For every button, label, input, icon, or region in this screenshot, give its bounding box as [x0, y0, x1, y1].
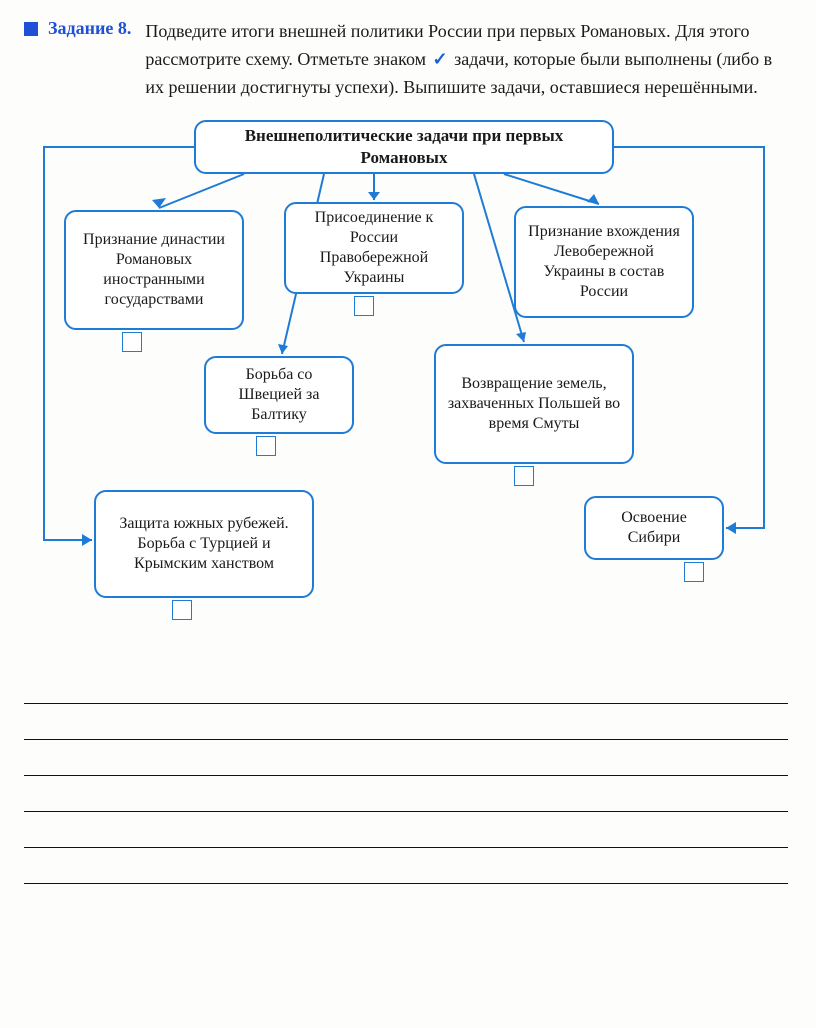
answer-line[interactable] — [24, 776, 788, 812]
arrowhead-icon — [516, 332, 526, 342]
node-label: Освоение Сибири — [596, 508, 712, 548]
task-node: Освоение Сибири — [584, 496, 724, 560]
connector-arrow — [504, 174, 599, 204]
node-label: Защита южных рубежей. Борьба с Турцией и… — [106, 514, 302, 574]
flowchart-diagram: Внешнеполитические задачи при первых Ром… — [24, 120, 784, 640]
checkbox[interactable] — [122, 332, 142, 352]
answer-line[interactable] — [24, 848, 788, 884]
connector-arrow — [159, 174, 244, 208]
node-label: Внешнеполитические задачи при первых Ром… — [206, 125, 602, 168]
node-label: Возвращение земель, захваченных Польшей … — [446, 374, 622, 434]
node-label: Признание вхождения Левобережной Украины… — [526, 222, 682, 302]
checkbox[interactable] — [684, 562, 704, 582]
checkbox[interactable] — [256, 436, 276, 456]
task-number: Задание 8. — [48, 18, 131, 39]
checkbox[interactable] — [172, 600, 192, 620]
node-label: Борьба со Швецией за Балтику — [216, 365, 342, 425]
answer-lines — [24, 668, 788, 884]
checkmark-icon: ✓ — [431, 46, 450, 74]
node-label: Признание династии Романовых иностранным… — [76, 230, 232, 310]
connector-arrow — [44, 147, 194, 540]
arrowhead-icon — [278, 344, 288, 354]
checkbox[interactable] — [354, 296, 374, 316]
answer-line[interactable] — [24, 668, 788, 704]
answer-line[interactable] — [24, 740, 788, 776]
task-node: Борьба со Швецией за Балтику — [204, 356, 354, 434]
connector-arrow — [614, 147, 764, 528]
answer-line[interactable] — [24, 704, 788, 740]
arrowhead-icon — [726, 522, 736, 534]
arrowhead-icon — [587, 194, 599, 204]
root-node: Внешнеполитические задачи при первых Ром… — [194, 120, 614, 174]
task-instruction: Подведите итоги внешней политики России … — [145, 18, 788, 102]
arrowhead-icon — [82, 534, 92, 546]
answer-line[interactable] — [24, 812, 788, 848]
task-bullet-icon — [24, 22, 38, 36]
checkbox[interactable] — [514, 466, 534, 486]
task-node: Возвращение земель, захваченных Польшей … — [434, 344, 634, 464]
node-label: Присоединение к России Правобережной Укр… — [296, 208, 452, 288]
arrowhead-icon — [368, 192, 380, 200]
task-node: Признание династии Романовых иностранным… — [64, 210, 244, 330]
task-node: Присоединение к России Правобережной Укр… — [284, 202, 464, 294]
task-node: Защита южных рубежей. Борьба с Турцией и… — [94, 490, 314, 598]
task-node: Признание вхождения Левобережной Украины… — [514, 206, 694, 318]
arrowhead-icon — [152, 198, 166, 208]
